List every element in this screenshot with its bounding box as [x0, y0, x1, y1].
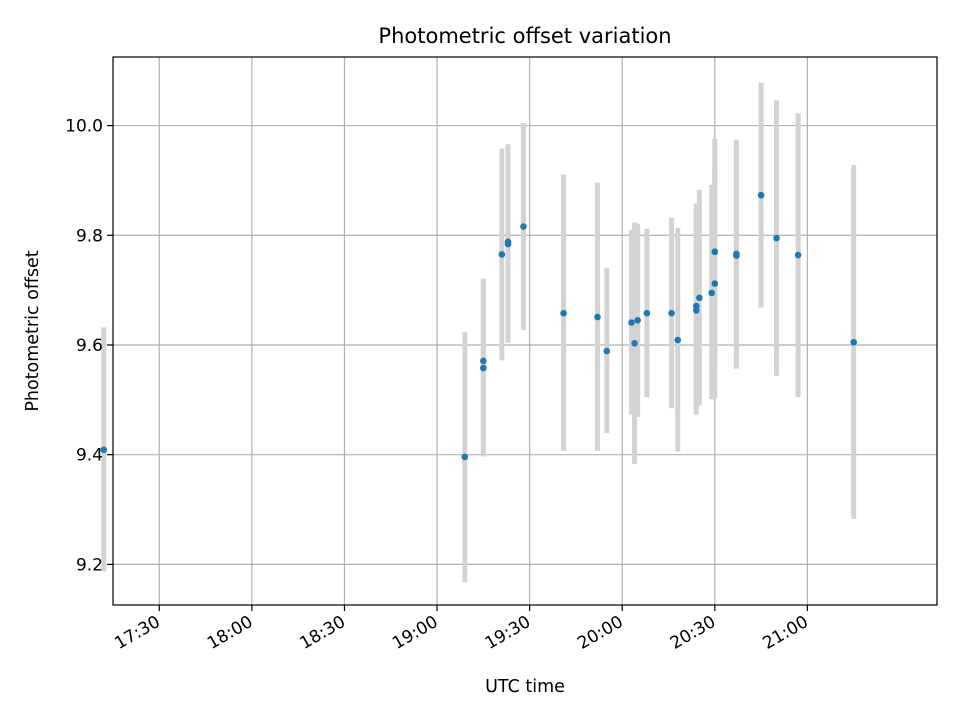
x-axis-label: UTC time [485, 677, 565, 697]
y-axis-label: Photometric offset [23, 250, 43, 411]
data-point [711, 280, 719, 287]
data-point [696, 294, 703, 302]
y-tick-label: 9.8 [76, 226, 103, 246]
y-axis-ticks: 9.2 9.4 9.6 9.8 10.0 [65, 117, 113, 575]
y-tick-label: 9.6 [76, 336, 103, 356]
data-point [480, 364, 487, 372]
chart-title: Photometric offset variation [378, 24, 671, 48]
data-point [498, 251, 506, 258]
data-point [100, 446, 108, 454]
data-point [520, 223, 527, 230]
data-points [100, 191, 857, 461]
data-point [461, 453, 469, 461]
data-point [668, 309, 675, 317]
data-point [733, 252, 740, 259]
data-point [711, 248, 719, 256]
data-point [631, 340, 638, 347]
y-tick-label: 9.4 [76, 446, 103, 466]
data-point [628, 319, 635, 326]
data-point [674, 336, 682, 344]
data-point [773, 234, 780, 242]
data-point [643, 309, 651, 317]
data-point [708, 289, 716, 297]
y-tick-label: 10.0 [65, 117, 103, 137]
data-point [480, 357, 487, 365]
y-tick-label: 9.2 [76, 555, 103, 575]
data-point [603, 347, 611, 355]
data-point [594, 313, 601, 321]
data-point [692, 302, 700, 310]
data-point [634, 317, 641, 324]
data-point [794, 251, 802, 259]
data-point [560, 309, 567, 317]
data-point [757, 191, 765, 199]
plot-frame [112, 56, 938, 606]
data-point [504, 238, 512, 246]
data-point [850, 338, 857, 346]
